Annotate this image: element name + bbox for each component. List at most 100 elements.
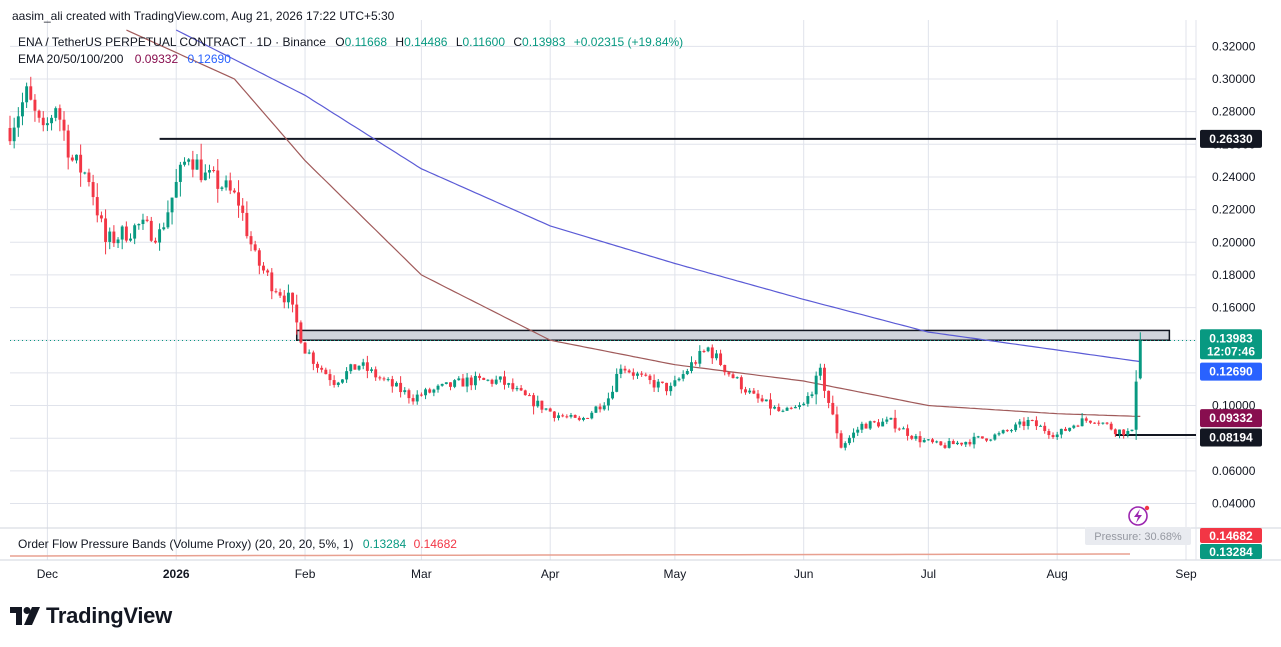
resistance-price-tag: 0.26330 <box>1209 132 1253 146</box>
candle-body <box>577 417 581 420</box>
y-tick-label: 0.28000 <box>1212 105 1256 119</box>
pressure-text: Pressure: 30.68% <box>1094 531 1182 543</box>
legend-main-row[interactable]: ENA / TetherUS PERPETUAL CONTRACT · 1D ·… <box>18 35 683 49</box>
x-tick-label: Dec <box>37 567 58 581</box>
candle-body <box>714 353 718 359</box>
symbol-title[interactable]: ENA / TetherUS PERPETUAL CONTRACT · 1D ·… <box>18 35 326 49</box>
candle-body <box>461 378 465 387</box>
candle-body <box>241 205 245 213</box>
candle-body <box>112 231 116 244</box>
y-tick-label: 0.16000 <box>1212 301 1256 315</box>
candle-body <box>980 436 984 439</box>
candle-body <box>723 364 727 373</box>
candle-body <box>885 419 889 422</box>
ema-legend-row[interactable]: EMA 20/50/100/200 0.09332 0.12690 <box>18 52 231 66</box>
ema-slow-price-tag-bg[interactable] <box>1200 362 1262 381</box>
candle-body <box>756 393 760 399</box>
indicator-label[interactable]: Order Flow Pressure Bands (Volume Proxy)… <box>18 537 354 551</box>
candle-body <box>573 414 577 418</box>
support-price-tag-bg[interactable] <box>1200 428 1262 447</box>
y-tick-label: 0.20000 <box>1212 235 1256 249</box>
tradingview-logo-icon <box>10 607 40 625</box>
candle-body <box>266 270 270 273</box>
candle-body <box>104 218 108 242</box>
candle-body <box>149 220 153 241</box>
candle-body <box>195 159 199 170</box>
candle-body <box>166 212 170 228</box>
candle-body <box>129 238 132 241</box>
candle-body <box>183 161 186 165</box>
y-tick-label: 0.10000 <box>1212 399 1256 413</box>
candle-body <box>768 399 772 409</box>
candle-body <box>62 119 66 131</box>
candle-body <box>1051 435 1055 438</box>
candle-body <box>1034 420 1038 427</box>
candle-body <box>386 379 390 381</box>
candle-body <box>311 352 315 364</box>
candle-body <box>532 395 536 407</box>
candle-body <box>399 382 403 393</box>
candle-body <box>503 376 506 385</box>
candles <box>8 76 1142 451</box>
candle-body <box>548 408 552 412</box>
resistance-zone[interactable] <box>295 329 1171 341</box>
candle-body <box>449 382 452 387</box>
candle-body <box>731 374 735 379</box>
candle-body <box>58 108 62 120</box>
candle-body <box>262 265 265 271</box>
band-lower-tag-bg[interactable] <box>1200 544 1262 559</box>
candle-body <box>1039 425 1043 427</box>
indicator-line <box>10 553 1130 557</box>
candle-body <box>303 342 307 354</box>
candle-body <box>565 416 569 418</box>
candle-body <box>374 369 378 378</box>
candle-body <box>926 439 930 441</box>
candle-body <box>1005 430 1009 432</box>
candle-body <box>453 380 457 387</box>
candle-body <box>54 108 58 118</box>
candle-body <box>677 378 681 381</box>
lightning-icon[interactable] <box>1128 505 1150 526</box>
last-price-tag-bg[interactable] <box>1200 329 1262 360</box>
high-value: 0.14486 <box>404 35 448 49</box>
ema-fast-price-tag-bg[interactable] <box>1200 409 1262 428</box>
candle-body <box>627 370 631 373</box>
candle-body <box>636 373 639 376</box>
candle-body <box>527 395 531 397</box>
candle-body <box>590 412 594 419</box>
candle-body <box>739 377 743 390</box>
candle-body <box>1122 429 1126 436</box>
candle-body <box>286 292 290 303</box>
candle-body <box>1101 422 1105 424</box>
candle-body <box>847 437 851 444</box>
candle-body <box>120 226 124 240</box>
candle-body <box>170 197 174 213</box>
candle-body <box>187 159 191 162</box>
candle-body <box>523 390 527 396</box>
candle-body <box>498 376 502 380</box>
candle-body <box>50 117 54 124</box>
change-value: +0.02315 (+19.84%) <box>573 35 684 49</box>
candle-body <box>424 389 428 396</box>
candle-body <box>515 388 519 390</box>
ema-label[interactable]: EMA 20/50/100/200 <box>18 52 124 66</box>
candle-body <box>153 240 157 243</box>
ema-slow-value: 0.12690 <box>187 52 231 66</box>
candle-body <box>806 396 810 404</box>
candle-body <box>37 110 41 118</box>
candle-body <box>108 231 112 242</box>
indicator-legend-row[interactable]: Order Flow Pressure Bands (Volume Proxy)… <box>18 537 457 551</box>
candle-body <box>710 347 714 359</box>
candle-body <box>1026 419 1030 427</box>
candle-body <box>519 388 523 391</box>
candle-body <box>877 422 880 427</box>
candle-body <box>619 368 623 374</box>
candle-body <box>540 400 544 410</box>
band-upper-tag-bg[interactable] <box>1200 528 1262 543</box>
candle-body <box>698 350 702 364</box>
resistance-price-tag-bg[interactable] <box>1200 129 1262 148</box>
candle-body <box>868 421 872 429</box>
candle-body <box>640 373 644 375</box>
lightning-icon-bolt <box>1134 509 1142 523</box>
